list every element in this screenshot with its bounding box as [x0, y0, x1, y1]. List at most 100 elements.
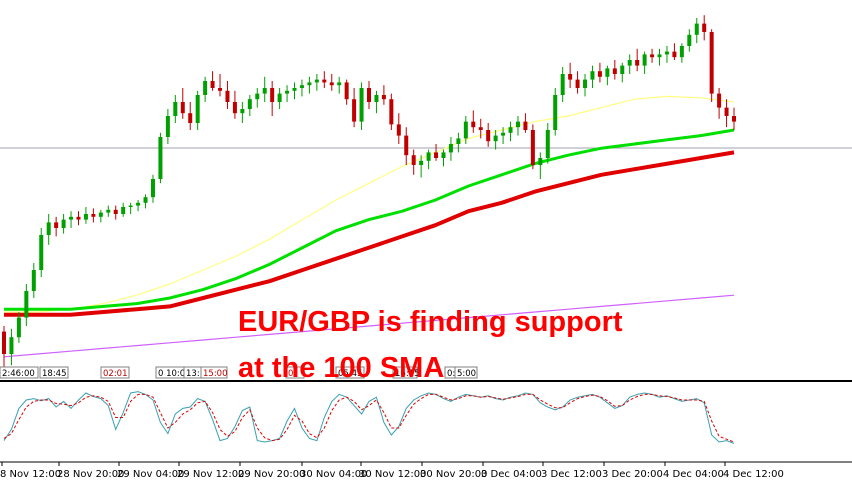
candle	[590, 65, 595, 88]
candle-body	[493, 135, 498, 142]
candle	[650, 48, 655, 63]
candle	[538, 152, 543, 179]
candle	[515, 116, 520, 136]
candle-body	[605, 68, 610, 77]
candle-body	[121, 207, 126, 214]
candle	[247, 95, 252, 116]
time-tag-box	[200, 366, 228, 379]
sma-slow-line	[3, 294, 735, 358]
candle-body	[367, 88, 371, 102]
time-tag-box	[39, 366, 69, 379]
time-tag: 16:15	[392, 366, 420, 379]
candle	[456, 132, 461, 153]
candle-body	[299, 85, 304, 88]
annotation-line-1: EUR/GBP is finding support	[238, 306, 623, 338]
candle	[709, 29, 714, 102]
candle	[486, 123, 491, 147]
candle	[463, 116, 468, 144]
stochastic-lines	[3, 391, 735, 444]
stochastic-k-line	[3, 391, 735, 444]
candle-body	[687, 34, 692, 46]
candle	[16, 312, 21, 343]
candle-body	[225, 90, 230, 102]
candle-body	[612, 68, 617, 74]
candle	[299, 79, 304, 97]
candle	[478, 118, 483, 139]
candle	[672, 43, 677, 60]
candle	[620, 62, 625, 83]
candle	[210, 71, 215, 91]
candle-body	[247, 99, 252, 109]
x-tick-label: 29 Nov 20:00	[238, 469, 305, 480]
stochastic-panel	[3, 391, 735, 444]
candle	[344, 79, 349, 105]
candle-body	[650, 54, 655, 58]
candle	[493, 130, 498, 150]
candle-body	[165, 116, 170, 137]
candle-body	[255, 93, 260, 100]
candle	[285, 85, 290, 102]
time-tag-text: 0 10:00	[158, 369, 191, 379]
candle-body	[173, 102, 178, 116]
time-tag-text: 15:00	[203, 369, 228, 379]
time-tag-text: 05:45	[338, 369, 363, 379]
candle-body	[471, 121, 476, 128]
candle	[121, 202, 126, 217]
candle	[143, 194, 148, 209]
candle	[69, 211, 74, 228]
candle-body	[560, 74, 565, 95]
candle-body	[463, 121, 468, 139]
x-tick-label: 29 Nov 04:00	[117, 469, 184, 480]
candle-body	[404, 135, 409, 156]
candle-body	[352, 99, 357, 122]
candle-body	[508, 127, 513, 133]
candle	[106, 205, 111, 217]
candle-body	[538, 158, 543, 165]
x-tick-label: 8 Nov 12:00	[0, 469, 61, 480]
candle-body	[329, 82, 334, 86]
sma-50-line	[4, 95, 735, 313]
candle-body	[679, 46, 684, 58]
time-tag-text: 5:00	[457, 369, 476, 379]
candle	[292, 82, 297, 100]
candle	[583, 74, 588, 97]
time-tag-text: 13:	[186, 369, 200, 379]
candle-body	[2, 331, 6, 354]
candle-body	[91, 214, 96, 217]
candle	[61, 214, 66, 234]
candle-body	[456, 138, 461, 144]
candle	[352, 88, 357, 128]
candle-body	[113, 209, 118, 214]
candles	[2, 15, 736, 368]
candle	[113, 205, 118, 220]
moving-averages	[3, 95, 735, 358]
candle-body	[322, 79, 327, 83]
candle	[530, 124, 535, 170]
candle	[322, 71, 327, 88]
candle	[404, 127, 409, 165]
candle	[411, 149, 416, 175]
candle	[98, 209, 103, 223]
candle	[359, 82, 364, 130]
candle	[448, 137, 453, 161]
candle-body	[359, 88, 364, 122]
candle-body	[292, 88, 297, 91]
candle	[225, 81, 230, 109]
candle	[337, 76, 342, 94]
candle-body	[419, 160, 424, 165]
candle	[508, 121, 513, 142]
candle	[471, 110, 476, 133]
sma-100-line	[4, 128, 735, 311]
candle-body	[389, 99, 394, 125]
candle-body	[441, 152, 446, 158]
candle-body	[583, 79, 588, 88]
x-tick-label: 30 Nov 04:00	[300, 469, 367, 480]
candle-body	[672, 51, 677, 58]
candle-body	[9, 337, 14, 354]
candle	[54, 216, 59, 237]
time-tag-text: 02:01	[103, 369, 128, 379]
candle-body	[262, 88, 267, 94]
candle	[396, 113, 401, 144]
